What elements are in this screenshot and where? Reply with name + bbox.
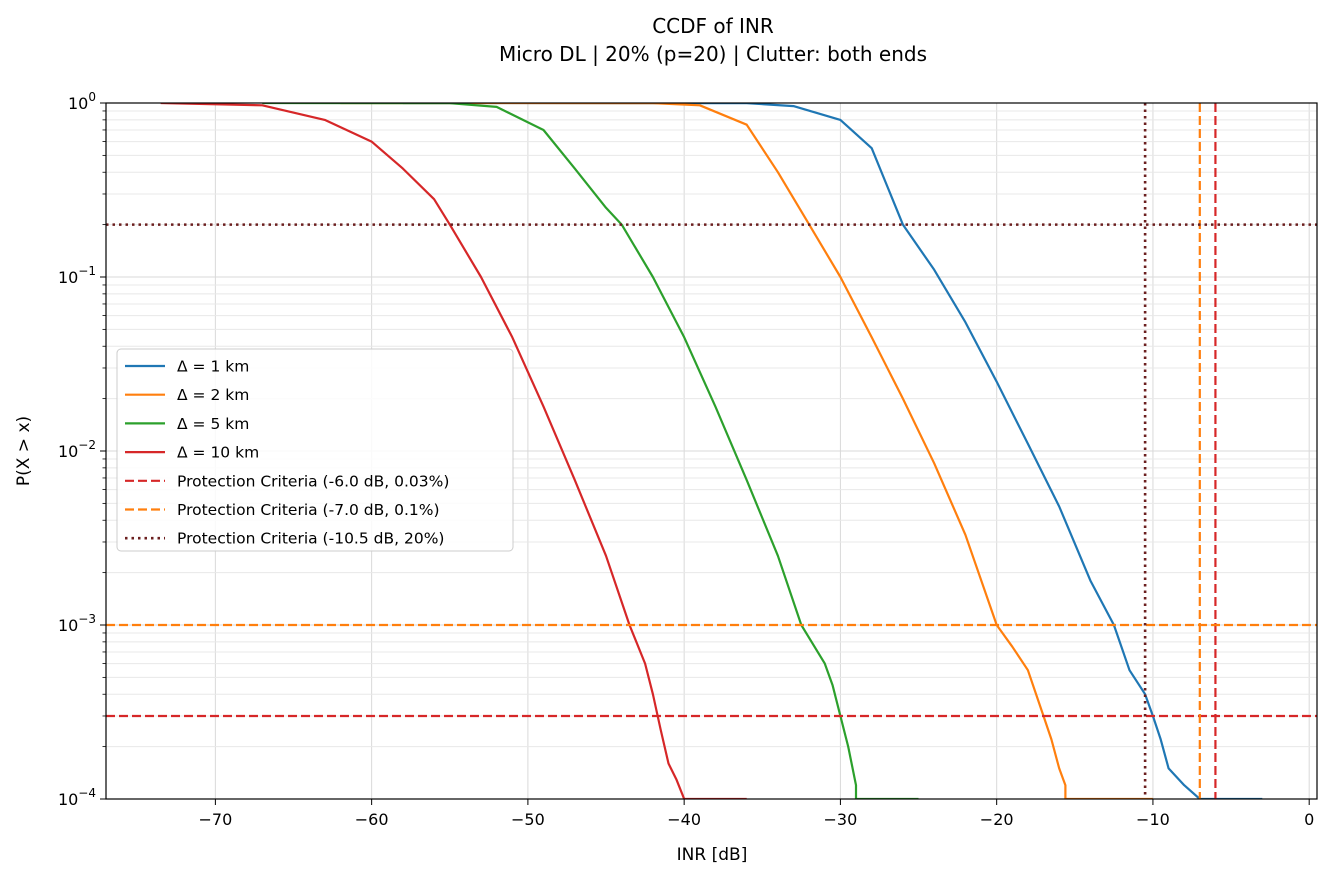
x-tick-label: −40 bbox=[667, 810, 701, 829]
y-tick-label: 10−1 bbox=[58, 264, 96, 287]
x-tick-label: −20 bbox=[980, 810, 1014, 829]
legend-label: Protection Criteria (-7.0 dB, 0.1%) bbox=[177, 501, 440, 519]
plot-area bbox=[106, 103, 1317, 799]
y-tick-label: 100 bbox=[68, 90, 96, 113]
y-tick-label: 10−2 bbox=[58, 438, 96, 461]
legend-label: Δ = 1 km bbox=[177, 358, 249, 376]
legend: Δ = 1 km Δ = 2 km Δ = 5 km Δ = 10 km Protect… bbox=[116, 348, 514, 552]
y-tick-label: 10−4 bbox=[58, 786, 96, 809]
series-line-2 bbox=[340, 103, 1153, 799]
clipped-marks bbox=[106, 103, 1317, 799]
x-tick-label: −50 bbox=[511, 810, 545, 829]
chart-title: CCDF of INR bbox=[652, 14, 774, 38]
x-axis-label: INR [dB] bbox=[677, 845, 748, 865]
y-tick-label: 10−3 bbox=[58, 612, 96, 635]
legend-label: Δ = 10 km bbox=[177, 444, 259, 462]
legend-box bbox=[116, 348, 514, 552]
legend-label: Δ = 5 km bbox=[177, 415, 249, 433]
grid-lines bbox=[106, 103, 1317, 800]
axes: −70 −60 −50 −40 −30 −20 −10 0 100 10−1 10−2 10−3 10−… bbox=[58, 90, 1314, 829]
x-tick-label: −10 bbox=[1136, 810, 1170, 829]
legend-label: Protection Criteria (-10.5 dB, 20%) bbox=[177, 530, 444, 548]
x-tick-label: −70 bbox=[198, 810, 232, 829]
x-tick-label: −30 bbox=[824, 810, 858, 829]
chart-subtitle: Micro DL | 20% (p=20) | Clutter: both en… bbox=[499, 42, 927, 66]
legend-label: Δ = 2 km bbox=[177, 386, 249, 404]
x-tick-label: −60 bbox=[355, 810, 389, 829]
series-line-1 bbox=[402, 103, 1263, 799]
legend-label: Protection Criteria (-6.0 dB, 0.03%) bbox=[177, 472, 449, 490]
series-line-4 bbox=[160, 103, 747, 799]
series-line-3 bbox=[262, 103, 919, 799]
y-axis-label: P(X > x) bbox=[14, 416, 34, 486]
x-tick-label: 0 bbox=[1304, 810, 1314, 829]
